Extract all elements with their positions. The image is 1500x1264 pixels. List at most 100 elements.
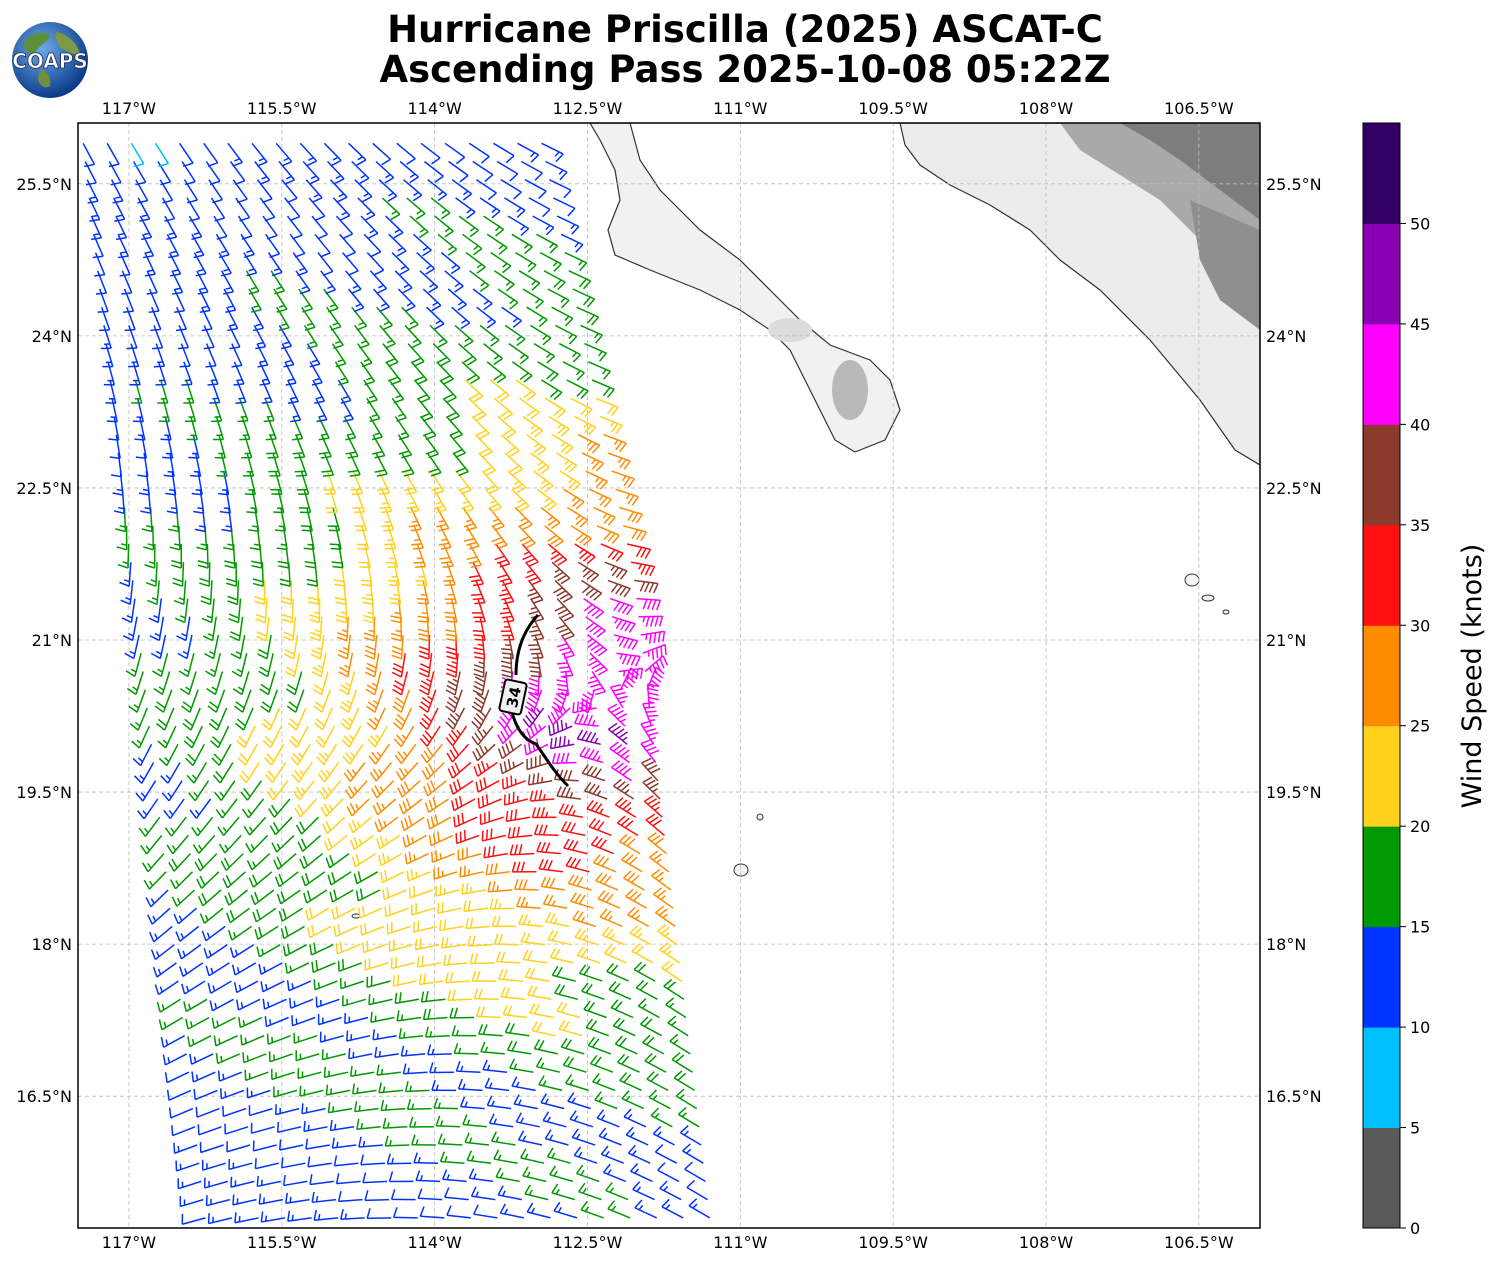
wind-barb (650, 1107, 673, 1128)
wind-barb (472, 616, 486, 642)
wind-barb (384, 904, 409, 918)
wind-barb (445, 416, 463, 440)
wind-barb (421, 761, 445, 780)
wind-barb (109, 434, 121, 460)
wind-barb (173, 288, 186, 314)
wind-barb (385, 543, 399, 568)
wind-barb (398, 1028, 424, 1040)
wind-barb (417, 397, 434, 422)
wind-barb (327, 871, 352, 886)
wind-barb (175, 306, 188, 332)
wind-barb (544, 397, 567, 419)
wind-barb (111, 452, 123, 478)
wind-barb (472, 160, 494, 182)
wind-barb (149, 616, 165, 642)
wind-barb (123, 288, 135, 313)
wind-barb (305, 179, 323, 203)
wind-barb (372, 1029, 397, 1041)
wind-barb (174, 598, 189, 624)
wind-barb (242, 452, 255, 477)
wind-barb (446, 1205, 471, 1219)
wind-barb (386, 1153, 412, 1165)
wind-barb (184, 398, 197, 423)
wind-barb (457, 847, 482, 861)
wind-barb (273, 288, 288, 313)
wind-barb (348, 816, 372, 834)
wind-barb (513, 878, 539, 891)
logo-text: COAPS (12, 49, 88, 73)
wind-barb (246, 1087, 271, 1099)
wind-barb (135, 179, 149, 204)
wind-barb (317, 762, 340, 783)
wind-barb (135, 434, 148, 460)
wind-barb (335, 215, 354, 240)
wind-barb (208, 179, 223, 204)
wind-barb (642, 776, 661, 800)
wind-barb (517, 1130, 543, 1146)
wind-barb (527, 985, 552, 1001)
wind-barb (547, 543, 568, 566)
wind-barb (610, 999, 634, 1019)
wind-barb (213, 1035, 238, 1047)
wind-barb (688, 1198, 711, 1219)
wind-barb (414, 938, 440, 951)
wind-barb (287, 707, 307, 731)
wind-barb (625, 888, 647, 909)
wind-barb (239, 416, 251, 441)
wind-barb (404, 324, 422, 349)
wind-barb (299, 853, 324, 870)
wind-barb (609, 741, 630, 764)
wind-barb (238, 1016, 263, 1029)
wind-barb (381, 197, 401, 221)
wind-barb (253, 325, 267, 350)
wind-barb (651, 868, 672, 891)
wind-barb (275, 1104, 300, 1116)
wind-barb (541, 142, 564, 163)
wind-barb (604, 561, 628, 580)
wind-barb (255, 598, 268, 624)
wind-barb (314, 707, 333, 731)
wind-barb (498, 969, 523, 982)
wind-barb (280, 925, 305, 940)
lat-tick-label-left: 21°N (32, 631, 72, 650)
wind-barb (345, 270, 362, 295)
wind-barb (105, 379, 117, 405)
lon-tick-label-top: 115.5°W (247, 99, 317, 118)
wind-barb (471, 689, 490, 713)
colorbar-segment (1363, 826, 1400, 928)
wind-barb (547, 930, 572, 946)
wind-barb (590, 836, 614, 855)
wind-barb (442, 397, 460, 422)
wind-barb (529, 1003, 554, 1019)
colorbar-tick-label: 30 (1410, 616, 1430, 635)
wind-barb (209, 379, 221, 404)
wind-barb (133, 762, 155, 784)
wind-barb (526, 434, 547, 456)
wind-barb (511, 861, 537, 873)
wind-barb (128, 689, 147, 713)
wind-barb (423, 434, 439, 459)
wind-barb (297, 1067, 322, 1080)
wind-barb (468, 1168, 494, 1183)
wind-barb (331, 906, 356, 920)
wind-barb (142, 233, 155, 259)
wind-barb (362, 580, 374, 605)
wind-barb (508, 342, 529, 365)
wind-barb (417, 1188, 443, 1201)
wind-barb (464, 1132, 489, 1146)
wind-barb (388, 233, 407, 257)
wind-barb (250, 1122, 275, 1134)
wind-barb (457, 343, 477, 366)
wind-barb (346, 1030, 371, 1042)
wind-barb (372, 142, 392, 166)
wind-barb (360, 923, 385, 936)
wind-barb (633, 961, 656, 982)
wind-barb (346, 798, 370, 817)
wind-barb (555, 452, 578, 473)
wind-barb (175, 925, 200, 942)
wind-barb (120, 580, 134, 605)
wind-barb (274, 507, 287, 532)
wind-barb (288, 725, 309, 748)
wind-barb (103, 361, 116, 386)
wind-barb (418, 634, 431, 660)
